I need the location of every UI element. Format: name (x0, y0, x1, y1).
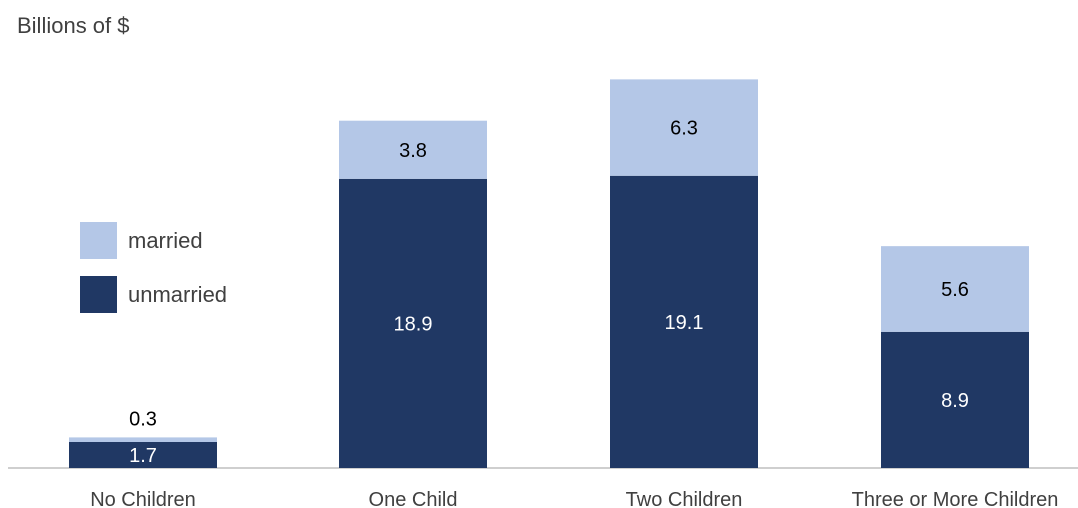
x-tick-label-no-children: No Children (90, 489, 196, 508)
legend-swatch-unmarried (80, 276, 117, 313)
bar-unmarried-two-children (610, 175, 758, 468)
bar-married-two-children (610, 79, 758, 176)
legend-label-married: married (128, 228, 203, 253)
bar-unmarried-no-children (69, 441, 217, 468)
legend: married unmarried (80, 222, 227, 313)
legend-label-unmarried: unmarried (128, 282, 227, 307)
data-label-unmarried-one-child: 18.9 (394, 313, 433, 335)
x-tick-label-three-or-more-children: Three or More Children (852, 489, 1059, 508)
bar-married-three-or-more-children (881, 246, 1029, 332)
x-tick-label-one-child: One Child (369, 489, 458, 508)
bar-unmarried-one-child (339, 178, 487, 468)
data-label-married-no-children: 0.3 (129, 408, 157, 430)
bar-unmarried-three-or-more-children (881, 331, 1029, 468)
legend-swatch-married (80, 222, 117, 259)
bar-married-one-child (339, 120, 487, 179)
bars-group: 1.7 0.3 No Children 18.9 3.8 One Child 19.1 6.3… (69, 79, 1058, 508)
y-axis-label: Billions of $ (17, 13, 130, 38)
data-label-married-two-children: 6.3 (670, 118, 698, 140)
data-label-married-one-child: 3.8 (399, 140, 427, 162)
data-label-unmarried-three-or-more-children: 8.9 (941, 390, 969, 412)
x-tick-label-two-children: Two Children (626, 489, 743, 508)
data-label-married-three-or-more-children: 5.6 (941, 279, 969, 301)
bar-married-no-children (69, 437, 217, 442)
data-label-unmarried-two-children: 19.1 (665, 312, 704, 334)
data-label-unmarried-no-children: 1.7 (129, 445, 157, 467)
